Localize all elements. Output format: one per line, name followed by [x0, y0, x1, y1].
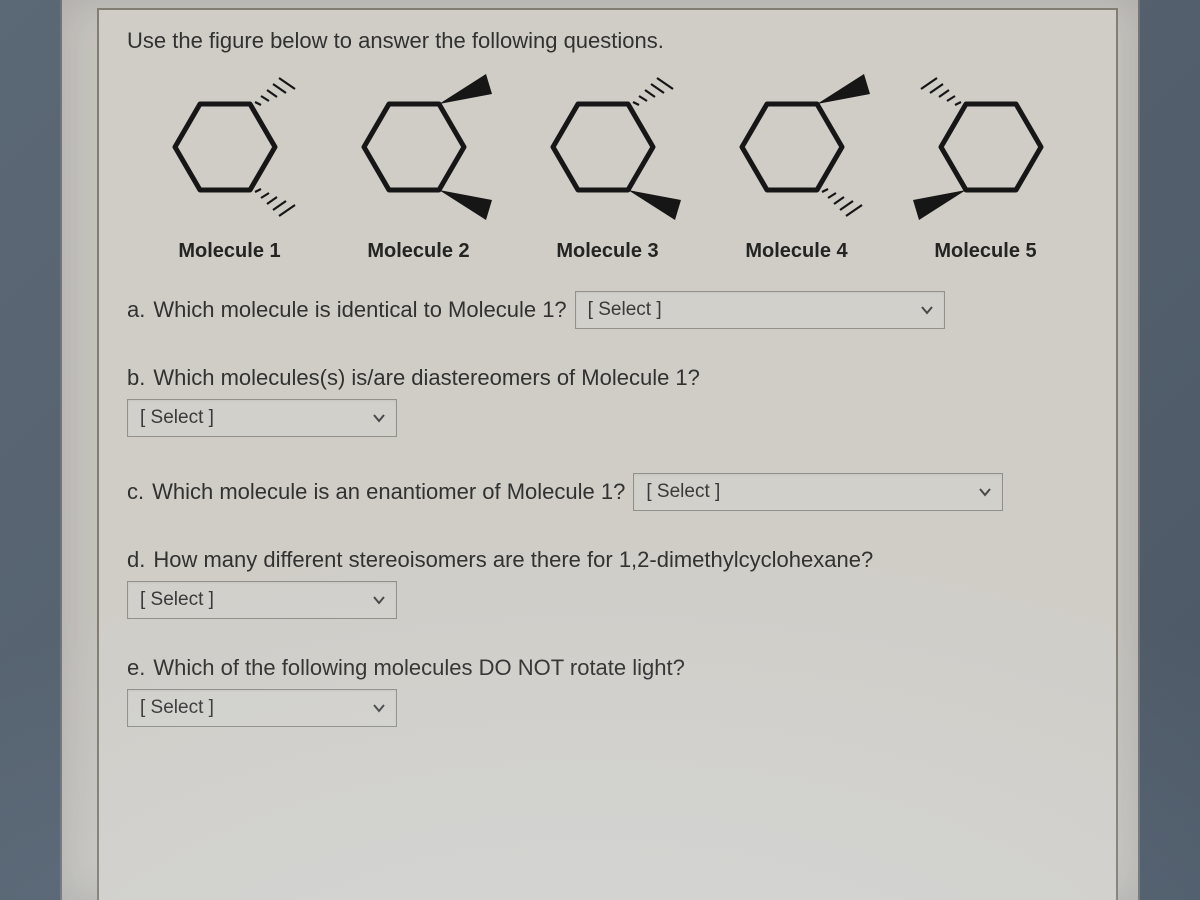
molecule-2 [324, 72, 513, 222]
question-a-text: Which molecule is identical to Molecule … [153, 297, 566, 323]
page-frame: Use the figure below to answer the follo… [60, 0, 1140, 900]
question-a-select[interactable]: [ Select ] [575, 291, 945, 329]
question-c-text: Which molecule is an enantiomer of Molec… [152, 479, 625, 505]
question-box: Use the figure below to answer the follo… [97, 8, 1118, 900]
chevron-down-icon [372, 411, 386, 425]
question-c-letter: c. [127, 479, 144, 505]
question-e: e. Which of the following molecules DO N… [127, 655, 1088, 727]
chevron-down-icon [372, 593, 386, 607]
intro-text: Use the figure below to answer the follo… [127, 28, 1088, 54]
question-d-text: How many different stereoisomers are the… [153, 547, 873, 573]
question-d: d. How many different stereoisomers are … [127, 547, 1088, 619]
question-b: b. Which molecules(s) is/are diastereome… [127, 365, 1088, 437]
molecule-label-3: Molecule 3 [513, 240, 702, 263]
question-a: a. Which molecule is identical to Molecu… [127, 291, 1088, 329]
molecule-row [127, 72, 1088, 228]
question-b-select[interactable]: [ Select ] [127, 399, 397, 437]
chevron-down-icon [372, 701, 386, 715]
molecule-label-1: Molecule 1 [135, 240, 324, 263]
question-d-letter: d. [127, 547, 145, 573]
chevron-down-icon [978, 485, 992, 499]
molecule-1 [135, 72, 324, 222]
molecule-label-4: Molecule 4 [702, 240, 891, 263]
molecule-label-row: Molecule 1 Molecule 2 Molecule 3 Molecul… [127, 240, 1088, 263]
question-a-letter: a. [127, 297, 145, 323]
question-e-select-value: [ Select ] [140, 697, 214, 719]
question-b-text: Which molecules(s) is/are diastereomers … [153, 365, 700, 391]
question-c: c. Which molecule is an enantiomer of Mo… [127, 473, 1088, 511]
question-c-select[interactable]: [ Select ] [633, 473, 1003, 511]
question-a-select-value: [ Select ] [588, 299, 662, 321]
molecule-3 [513, 72, 702, 222]
molecule-4 [702, 72, 891, 222]
question-e-letter: e. [127, 655, 145, 681]
molecule-label-5: Molecule 5 [891, 240, 1080, 263]
question-e-text: Which of the following molecules DO NOT … [153, 655, 685, 681]
question-c-select-value: [ Select ] [646, 481, 720, 503]
molecule-label-2: Molecule 2 [324, 240, 513, 263]
question-b-letter: b. [127, 365, 145, 391]
chevron-down-icon [920, 303, 934, 317]
question-d-select[interactable]: [ Select ] [127, 581, 397, 619]
question-e-select[interactable]: [ Select ] [127, 689, 397, 727]
question-d-select-value: [ Select ] [140, 589, 214, 611]
question-b-select-value: [ Select ] [140, 407, 214, 429]
molecule-5 [891, 72, 1080, 222]
